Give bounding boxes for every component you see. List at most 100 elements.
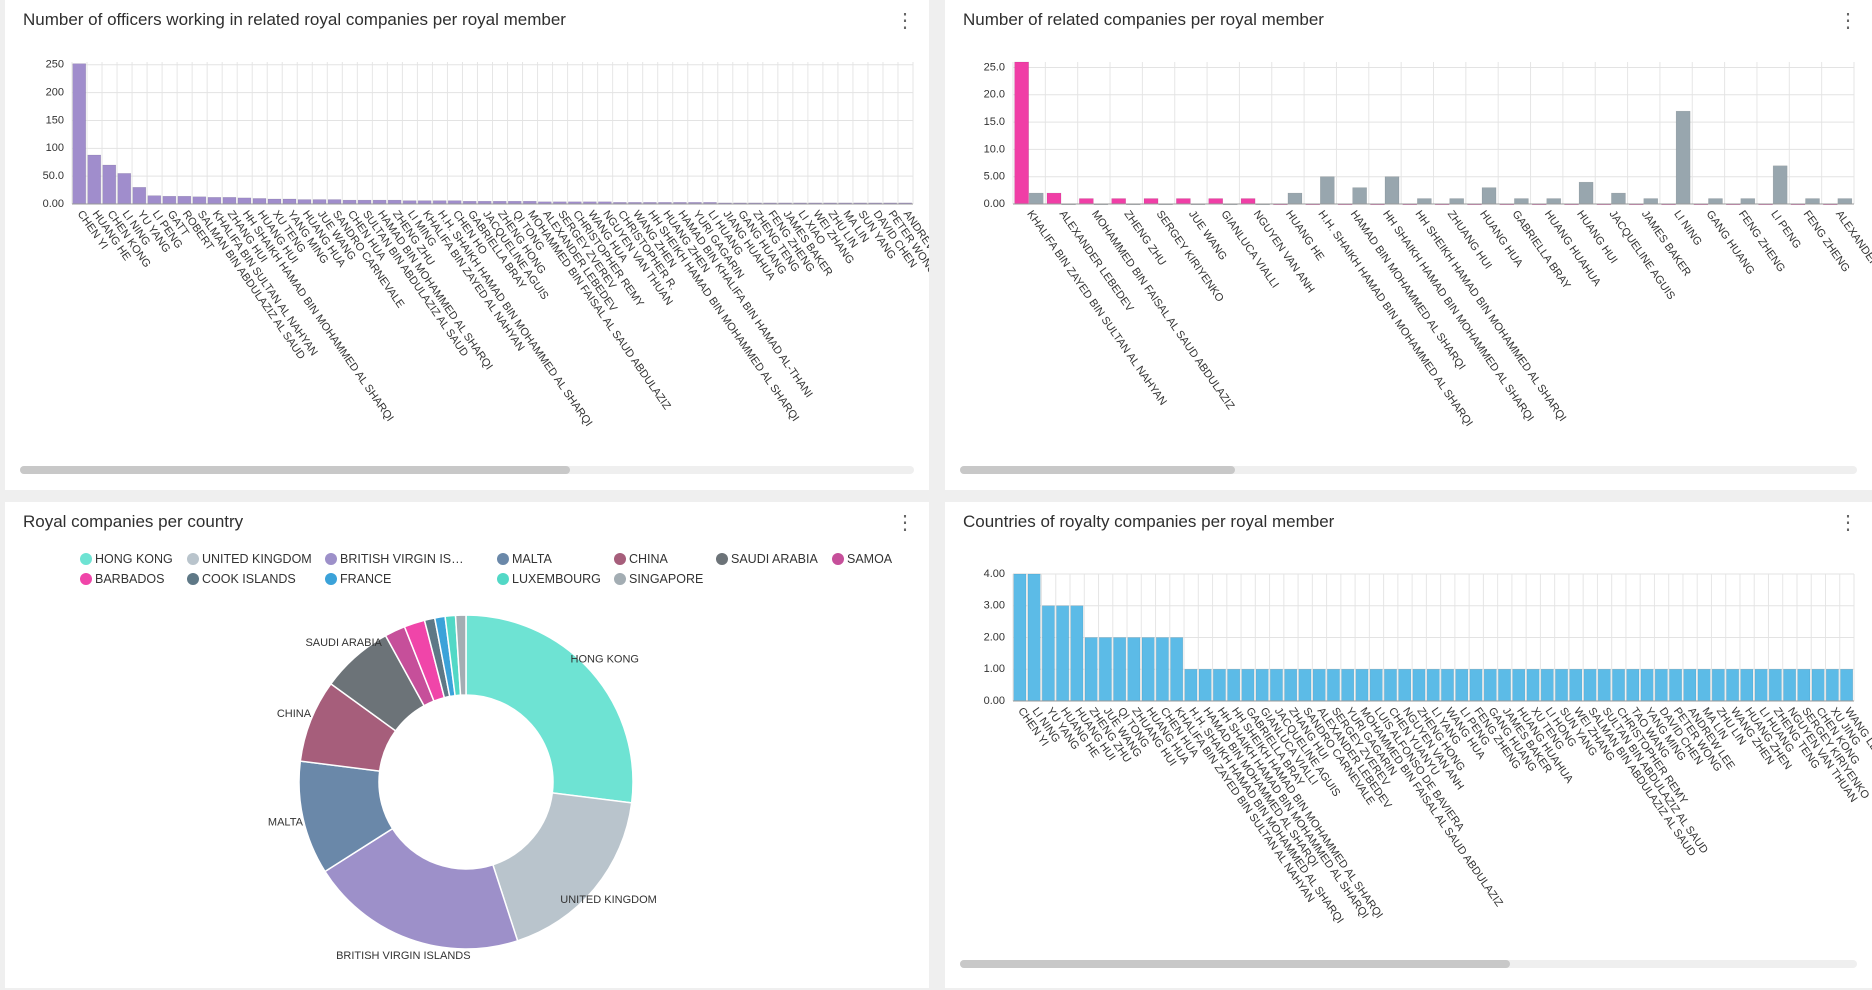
bar (267, 198, 282, 205)
y-tick-label: 150 (46, 114, 64, 126)
bar (372, 199, 387, 205)
scrollbar[interactable] (960, 960, 1857, 968)
bar (1241, 669, 1255, 702)
bar (1512, 669, 1526, 702)
legend-item[interactable]: SINGAPORE (614, 572, 716, 586)
scrollbar[interactable] (20, 466, 914, 474)
pie-slice (465, 614, 634, 804)
bar (1113, 637, 1127, 702)
scroll-thumb[interactable] (20, 466, 570, 474)
bar (1740, 198, 1756, 205)
bar (207, 197, 222, 205)
bar (1176, 198, 1191, 205)
pie-slice (323, 827, 519, 950)
slice-label: CHINA (277, 708, 312, 720)
bar (1079, 198, 1094, 205)
legend-item[interactable]: COOK ISLANDS (187, 572, 325, 586)
bar (1369, 669, 1383, 702)
bar (1355, 669, 1369, 702)
bar (1170, 637, 1184, 702)
legend-label: SAMOA (847, 552, 893, 566)
bar (1287, 192, 1303, 205)
legend-item[interactable]: SAMOA (832, 552, 912, 566)
bar (1797, 669, 1811, 702)
bar (1270, 669, 1283, 702)
bar (1014, 61, 1029, 205)
bar (1726, 669, 1740, 702)
bar (1740, 669, 1754, 702)
menu-button[interactable]: ⋮ (1838, 10, 1858, 32)
y-tick-label: 0.00 (984, 198, 1005, 210)
bar (1483, 669, 1497, 702)
bar (1754, 669, 1768, 702)
legend-item[interactable]: CHINA (614, 552, 716, 566)
bar (1612, 669, 1625, 702)
bar (72, 63, 87, 205)
legend-item[interactable]: SAUDI ARABIA (716, 552, 832, 566)
slice-label: BRITISH VIRGIN ISLANDS (336, 950, 470, 962)
legend-item[interactable]: LUXEMBOURG (497, 572, 614, 586)
pie-slice (491, 792, 633, 942)
bar (1697, 669, 1711, 702)
bar (1597, 669, 1611, 702)
legend-item[interactable]: HONG KONG (80, 552, 187, 566)
legend-item[interactable]: FRANCE (325, 572, 497, 586)
bar (1426, 669, 1440, 702)
legend-swatch (187, 573, 199, 585)
scroll-thumb[interactable] (960, 466, 1235, 474)
bar (1412, 669, 1426, 702)
legend-item[interactable]: UNITED KINGDOM (187, 552, 325, 566)
bar (1569, 669, 1583, 702)
bar (1455, 669, 1469, 702)
legend-item[interactable]: BRITISH VIRGIN ISLANDS (325, 552, 497, 566)
slice-label: UNITED KINGDOM (560, 894, 657, 906)
bar (282, 198, 297, 205)
y-tick-label: 2.00 (984, 631, 1005, 643)
y-tick-label: 5.00 (984, 171, 1005, 183)
bar (1583, 669, 1597, 702)
bar (1514, 198, 1529, 205)
slice-label: MALTA (268, 816, 304, 828)
x-tick-label: HUANG HUAHUA (1542, 209, 1603, 290)
y-tick-label: 4.00 (984, 568, 1005, 580)
y-tick-label: 0.00 (984, 695, 1005, 707)
bar (1213, 669, 1226, 702)
bar (252, 198, 267, 205)
bar (1384, 669, 1397, 702)
bar (177, 195, 192, 205)
y-tick-label: 200 (46, 87, 64, 99)
bar (1352, 187, 1367, 205)
bar (1675, 110, 1691, 205)
y-tick-label: 0.00 (43, 198, 64, 210)
chart-title: Countries of royalty companies per royal… (963, 512, 1335, 531)
bar (1320, 176, 1335, 205)
legend-item[interactable]: MALTA (497, 552, 614, 566)
legend-swatch (80, 573, 92, 585)
legend-item[interactable]: BARBADOS (80, 572, 187, 586)
legend-label: SINGAPORE (629, 572, 704, 586)
bar (162, 195, 177, 205)
bar (1070, 605, 1084, 702)
bar (1156, 637, 1169, 702)
bar (147, 195, 162, 205)
x-tick-label: GIANLUCA VIALLI (1218, 209, 1280, 291)
bar (1284, 669, 1298, 702)
chart: HONG KONG UNITED KINGDOM BRITISH VIRGIN IS… (268, 614, 657, 962)
legend-swatch (80, 553, 92, 565)
y-tick-label: 50.0 (43, 170, 64, 182)
x-tick-label: LI NING (1671, 209, 1704, 248)
menu-button[interactable]: ⋮ (895, 10, 915, 32)
bar (1384, 176, 1400, 205)
bar (1481, 187, 1497, 205)
scroll-thumb[interactable] (960, 960, 1510, 968)
legend-label: BRITISH VIRGIN ISLANDS (340, 552, 468, 566)
scrollbar[interactable] (960, 466, 1857, 474)
menu-button[interactable]: ⋮ (895, 512, 915, 534)
x-tick-label: NGUYEN VAN ANH (1251, 209, 1317, 296)
legend-label: COOK ISLANDS (202, 572, 296, 586)
slice-label: HONG KONG (571, 654, 639, 666)
bar (237, 197, 252, 205)
bar (1227, 669, 1241, 702)
menu-button[interactable]: ⋮ (1838, 512, 1858, 534)
legend-swatch (614, 553, 626, 565)
